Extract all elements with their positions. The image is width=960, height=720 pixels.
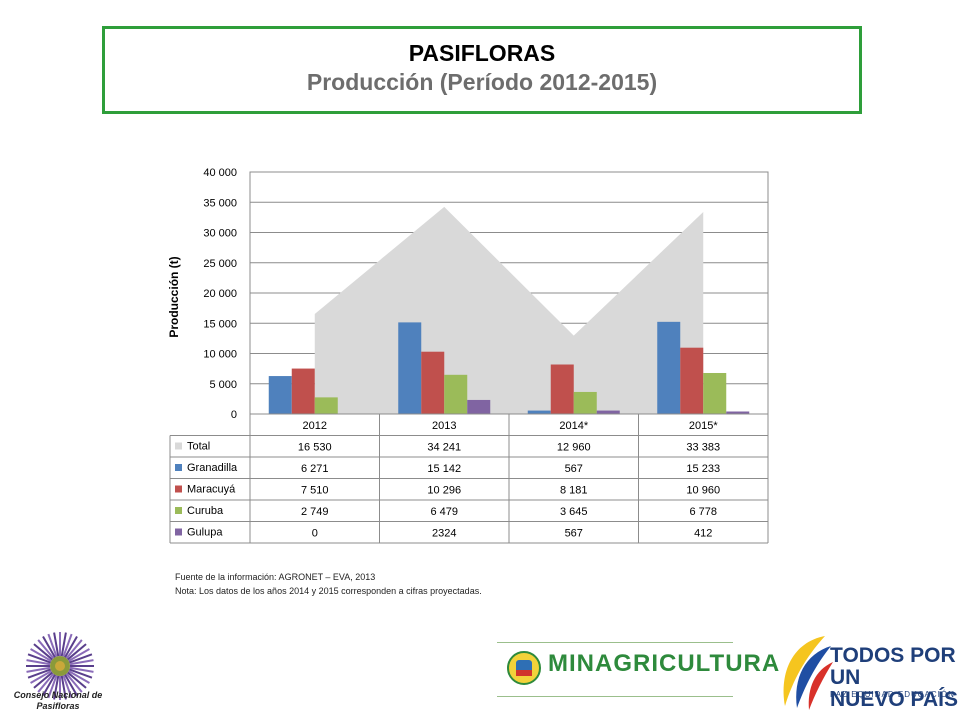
data-label: 15 233 <box>686 463 720 475</box>
notes: Fuente de la información: AGRONET – EVA,… <box>175 570 482 598</box>
data-label: 15 142 <box>427 463 461 475</box>
y-tick-label: 35 000 <box>203 197 237 209</box>
y-tick-label: 15 000 <box>203 318 237 330</box>
data-label: 2 749 <box>301 506 329 518</box>
data-label: 6 479 <box>430 506 458 518</box>
legend-swatch <box>175 464 182 471</box>
legend-label: Total <box>187 441 210 453</box>
data-label: 33 383 <box>686 442 720 454</box>
bar-gulupa <box>467 399 491 414</box>
passionflower-logo <box>26 632 94 700</box>
data-label: 2324 <box>432 528 456 540</box>
bar-granadilla <box>398 322 422 414</box>
data-label: 10 296 <box>427 485 461 497</box>
bar-maracuyá <box>550 364 574 414</box>
data-label: 10 960 <box>686 485 720 497</box>
data-label: 8 181 <box>560 485 588 497</box>
y-tick-label: 0 <box>231 409 237 421</box>
bar-granadilla <box>527 410 551 414</box>
data-label: 6 778 <box>689 506 717 518</box>
cnp-logo-text: Consejo Nacional de Pasifloras <box>13 690 103 711</box>
legend-swatch <box>175 485 182 493</box>
legend-label: Curuba <box>187 505 224 517</box>
minagricultura-logo: MINAGRICULTURA <box>548 650 781 677</box>
bar-maracuyá <box>421 351 445 414</box>
legend-swatch <box>175 442 182 450</box>
data-label: 34 241 <box>427 442 461 454</box>
x-tick-label: 2014* <box>559 420 588 432</box>
production-chart: 40 000 35 000 30 000 25 000 20 000 15 000 10 0… <box>167 167 769 544</box>
x-tick-label: 2013 <box>432 420 456 432</box>
legend-swatch <box>175 528 182 536</box>
paz-equidad-educacion: PAZ EQUIDAD EDUCACIÓN <box>830 690 955 699</box>
bar-gulupa <box>596 410 620 414</box>
minagricultura-logo-frame <box>497 642 733 697</box>
data-label: 567 <box>565 463 583 475</box>
todos-por-un-nuevo-pais-logo: TODOS POR UN NUEVO PAÍS <box>830 644 958 711</box>
y-tick-label: 25 000 <box>203 258 237 270</box>
bar-curuba <box>314 397 338 414</box>
x-tick-label: 2012 <box>303 420 327 432</box>
data-label: 6 271 <box>301 463 329 475</box>
bar-maracuyá <box>291 368 315 414</box>
data-label: 16 530 <box>298 442 332 454</box>
data-label: 567 <box>565 528 583 540</box>
y-tick-label: 5 000 <box>209 379 237 391</box>
legend-label: Maracuyá <box>187 484 236 496</box>
page-subtitle: Producción (Período 2012-2015) <box>306 69 658 95</box>
page-title: PASIFLORAS <box>408 40 556 66</box>
bar-curuba <box>703 372 727 414</box>
bar-maracuyá <box>680 347 704 414</box>
bar-curuba <box>573 391 597 414</box>
bar-granadilla <box>268 376 292 414</box>
y-tick-label: 20 000 <box>203 288 237 300</box>
y-tick-label: 30 000 <box>203 228 237 240</box>
data-label: 3 645 <box>560 506 588 518</box>
legend-label: Gulupa <box>187 527 223 539</box>
data-label: 412 <box>694 528 712 540</box>
data-label: 7 510 <box>301 485 329 497</box>
source-note: Fuente de la información: AGRONET – EVA,… <box>175 572 376 582</box>
y-tick-label: 40 000 <box>203 167 237 179</box>
bar-gulupa <box>726 411 750 414</box>
projection-note: Nota: Los datos de los años 2014 y 2015 … <box>175 586 482 596</box>
data-label: 12 960 <box>557 442 591 454</box>
legend-swatch <box>175 507 182 514</box>
bar-curuba <box>444 374 468 414</box>
y-axis-label: Producción (t) <box>167 256 181 337</box>
x-tick-label: 2015* <box>689 420 718 432</box>
legend-label: Granadilla <box>187 462 238 474</box>
colombia-shield-icon <box>507 651 541 685</box>
total-area <box>314 206 704 414</box>
todos-por-un-nuevo-pais-emblem-icon <box>783 636 833 710</box>
bar-granadilla <box>657 321 681 414</box>
data-label: 0 <box>312 528 318 540</box>
y-tick-label: 10 000 <box>203 349 237 361</box>
title-box: PASIFLORAS Producción (Período 2012-2015… <box>102 26 862 114</box>
